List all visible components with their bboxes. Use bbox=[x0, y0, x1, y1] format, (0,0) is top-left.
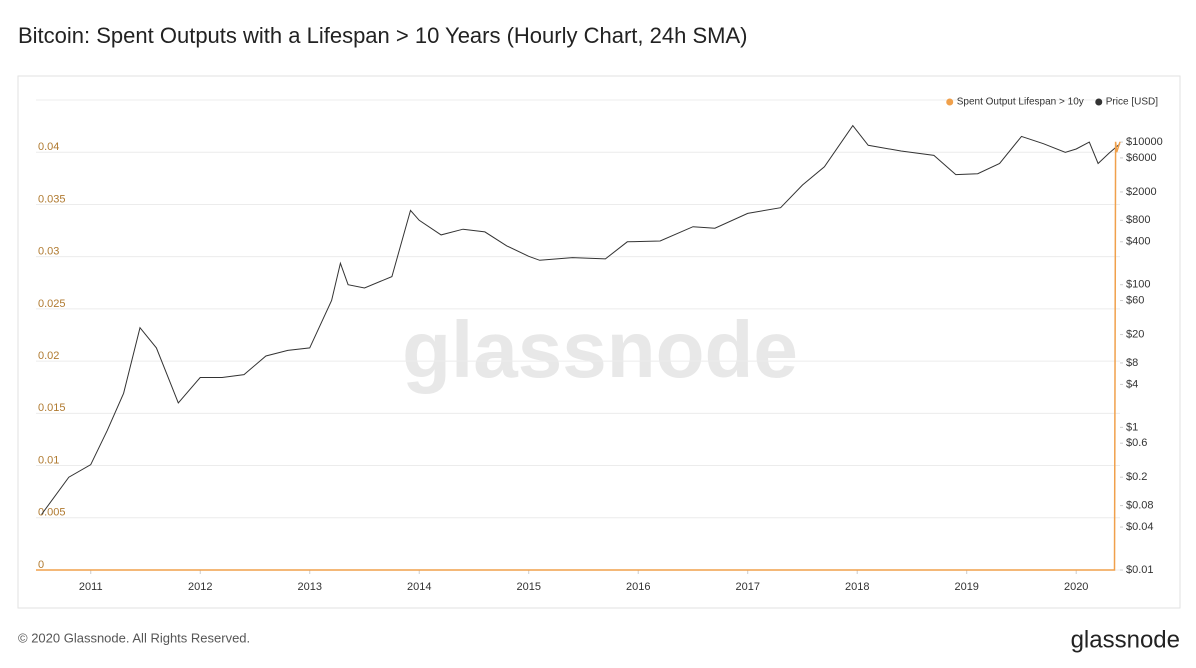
y2-tick-label: $2000 bbox=[1126, 186, 1157, 198]
y2-tick-label: $60 bbox=[1126, 294, 1144, 306]
y2-tick-label: $0.6 bbox=[1126, 437, 1147, 449]
legend-label: Spent Output Lifespan > 10y bbox=[957, 97, 1084, 108]
y2-tick-label: $6000 bbox=[1126, 152, 1157, 164]
y-tick-label: 0.02 bbox=[38, 350, 59, 362]
chart-frame bbox=[17, 75, 1181, 609]
y2-tick-label: $800 bbox=[1126, 214, 1150, 226]
y2-tick-label: $400 bbox=[1126, 236, 1150, 248]
y2-tick-label: $100 bbox=[1126, 279, 1150, 291]
y2-tick-label: $0.04 bbox=[1126, 521, 1154, 533]
y2-tick-label: $0.08 bbox=[1126, 499, 1154, 511]
x-tick-label: 2017 bbox=[735, 581, 759, 593]
y2-tick-label: $8 bbox=[1126, 357, 1138, 369]
legend-label: Price [USD] bbox=[1106, 97, 1158, 108]
x-tick-label: 2015 bbox=[516, 581, 540, 593]
x-tick-label: 2018 bbox=[845, 581, 869, 593]
x-tick-label: 2014 bbox=[407, 581, 431, 593]
x-tick-label: 2011 bbox=[79, 581, 103, 593]
y-tick-label: 0.04 bbox=[38, 141, 59, 153]
series-line bbox=[41, 124, 1121, 515]
watermark: glassnode bbox=[402, 305, 798, 394]
y-tick-label: 0.01 bbox=[38, 454, 59, 466]
y-tick-label: 0.03 bbox=[38, 246, 59, 258]
y-tick-label: 0 bbox=[38, 559, 44, 571]
footer: © 2020 Glassnode. All Rights Reserved. bbox=[18, 630, 250, 645]
x-tick-label: 2019 bbox=[954, 581, 978, 593]
x-tick-label: 2016 bbox=[626, 581, 650, 593]
series-line bbox=[36, 141, 1121, 571]
y2-tick-label: $0.01 bbox=[1126, 564, 1154, 576]
x-tick-label: 2020 bbox=[1064, 581, 1088, 593]
legend-swatch bbox=[946, 98, 954, 106]
y2-tick-label: $1 bbox=[1126, 421, 1138, 433]
y-tick-label: 0.025 bbox=[38, 298, 66, 310]
x-tick-label: 2012 bbox=[188, 581, 212, 593]
y-tick-label: 0.015 bbox=[38, 402, 66, 414]
y2-tick-label: $20 bbox=[1126, 328, 1144, 340]
y2-tick-label: $4 bbox=[1126, 378, 1138, 390]
legend-swatch bbox=[1095, 98, 1103, 106]
x-tick-label: 2013 bbox=[297, 581, 321, 593]
y2-tick-label: $10000 bbox=[1126, 136, 1163, 148]
chart-title: Bitcoin: Spent Outputs with a Lifespan >… bbox=[18, 23, 747, 48]
logo: glassnode bbox=[1071, 626, 1180, 653]
y2-tick-label: $0.2 bbox=[1126, 471, 1147, 483]
y-tick-label: 0.005 bbox=[38, 507, 66, 519]
y-tick-label: 0.035 bbox=[38, 193, 66, 205]
